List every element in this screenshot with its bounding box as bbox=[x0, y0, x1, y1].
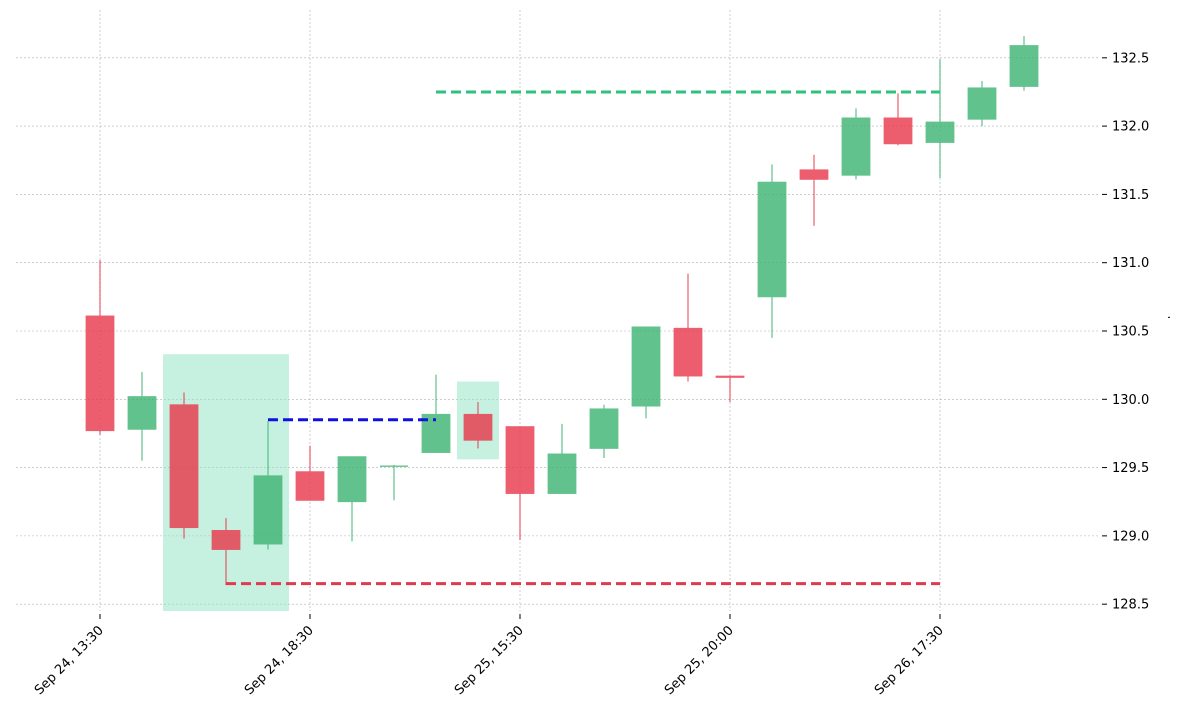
y-tick-label: 132.0 bbox=[1112, 120, 1149, 135]
y-tick-label: 128.5 bbox=[1112, 598, 1149, 613]
candle-body bbox=[295, 471, 325, 501]
candle-bullish bbox=[1009, 35, 1039, 91]
x-tick-label: Sep 25, 15:30 bbox=[452, 623, 527, 698]
candle-body bbox=[85, 315, 115, 432]
y-tick-label: 130.5 bbox=[1112, 324, 1149, 339]
y-tick-label: 131.5 bbox=[1112, 188, 1149, 203]
candle-body bbox=[211, 530, 241, 550]
candle-body bbox=[967, 87, 997, 120]
candle-bearish bbox=[799, 154, 829, 226]
candle-bullish bbox=[253, 421, 283, 550]
candle-body bbox=[631, 326, 661, 407]
candle-body bbox=[1009, 45, 1039, 87]
candle-bullish bbox=[841, 108, 871, 180]
candle-body bbox=[463, 413, 493, 441]
candle-body bbox=[841, 117, 871, 176]
candle-body bbox=[127, 396, 157, 430]
candle-body bbox=[589, 408, 619, 449]
candle-bullish bbox=[925, 59, 955, 179]
candle-bullish bbox=[127, 371, 157, 461]
x-tick-label: Sep 25, 20:00 bbox=[662, 623, 737, 698]
candle-bearish bbox=[85, 259, 115, 435]
level-lines bbox=[226, 90, 940, 586]
candle-body bbox=[799, 169, 829, 180]
candle-body bbox=[673, 327, 703, 377]
candle-bearish bbox=[505, 426, 535, 540]
candle-body bbox=[883, 117, 913, 145]
candle-bearish bbox=[715, 375, 745, 403]
candle-bullish bbox=[967, 81, 997, 127]
x-tick-label: Sep 24, 18:30 bbox=[242, 623, 317, 698]
candle-body bbox=[757, 181, 787, 298]
candle-bearish bbox=[211, 518, 241, 586]
candle-bearish bbox=[883, 93, 913, 146]
candle-bullish bbox=[337, 456, 367, 542]
candle-bearish bbox=[673, 273, 703, 382]
candle-bullish bbox=[589, 404, 619, 459]
candle-bullish bbox=[380, 464, 408, 501]
candle-bearish bbox=[169, 392, 199, 539]
candle-body bbox=[253, 475, 283, 545]
y-tick-label: 131.0 bbox=[1112, 256, 1149, 271]
y-tick-label: 132.5 bbox=[1112, 51, 1149, 66]
candle-bearish bbox=[463, 402, 493, 449]
candle-bullish bbox=[757, 164, 787, 338]
candle-bullish bbox=[421, 374, 451, 453]
candle-body bbox=[925, 121, 955, 143]
candle-bullish bbox=[631, 326, 661, 419]
y-tick-label: 130.0 bbox=[1112, 393, 1149, 408]
candle-body bbox=[337, 456, 367, 503]
candle-bullish bbox=[547, 423, 577, 494]
y-tick-label: 129.5 bbox=[1112, 461, 1149, 476]
y-tick-label: 129.0 bbox=[1112, 529, 1149, 544]
x-tick-label: Sep 26, 17:30 bbox=[872, 623, 947, 698]
candle-body bbox=[547, 453, 577, 494]
highlight-zones bbox=[163, 354, 499, 611]
x-tick-label: Sep 24, 13:30 bbox=[32, 623, 107, 698]
candle-body bbox=[715, 375, 745, 378]
candle-body bbox=[169, 404, 199, 529]
candles-layer bbox=[85, 35, 1039, 586]
candle-body bbox=[505, 426, 535, 494]
candle-bearish bbox=[295, 445, 325, 501]
